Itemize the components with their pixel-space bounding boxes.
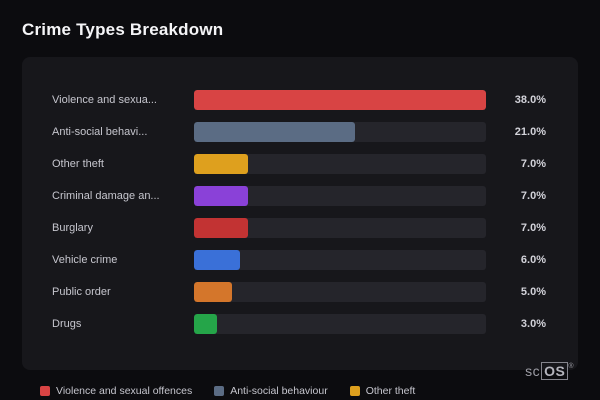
value-label: 7.0% (520, 158, 546, 170)
bar[interactable] (194, 186, 248, 206)
value-label: 38.0% (514, 94, 546, 106)
bar-track (194, 282, 486, 302)
category-label: Other theft (52, 158, 104, 170)
bar-track (194, 218, 486, 238)
brand-prefix: sc (525, 363, 541, 379)
legend-swatch-icon (349, 386, 360, 396)
chart-legend: Violence and sexual offences Anti-social … (40, 385, 415, 397)
bar[interactable] (194, 282, 233, 302)
chart-row: Criminal damage an... 7.0% (52, 180, 546, 212)
legend-label: Violence and sexual offences (56, 385, 193, 397)
bar[interactable] (194, 250, 241, 270)
legend-swatch-icon (214, 386, 225, 396)
value-label: 7.0% (520, 190, 546, 202)
category-label: Burglary (52, 222, 93, 234)
category-label: Criminal damage an... (52, 190, 160, 202)
chart-card: Violence and sexua... 38.0% Anti-social be… (22, 57, 578, 370)
chart-row: Vehicle crime 6.0% (52, 244, 546, 276)
legend-label: Anti-social behaviour (230, 385, 328, 397)
bar-track (194, 122, 486, 142)
category-label: Drugs (52, 318, 82, 330)
bar[interactable] (194, 122, 356, 142)
value-label: 21.0% (514, 126, 546, 138)
bar[interactable] (194, 218, 248, 238)
category-label: Public order (52, 286, 111, 298)
bar-track (194, 314, 486, 334)
chart-row: Burglary 7.0% (52, 212, 546, 244)
bar[interactable] (194, 314, 218, 334)
legend-swatch-icon (40, 386, 50, 396)
legend-label: Other theft (365, 385, 416, 397)
chart-row: Public order 5.0% (52, 276, 546, 308)
bar-track (194, 250, 486, 270)
chart-row: Violence and sexua... 38.0% (52, 84, 546, 116)
legend-item[interactable]: Violence and sexual offences (40, 385, 192, 397)
brand-suffix: OS (541, 362, 569, 380)
value-label: 5.0% (520, 286, 546, 298)
bar[interactable] (194, 90, 486, 110)
category-label: Vehicle crime (52, 254, 118, 266)
value-label: 3.0% (520, 318, 546, 330)
category-label: Anti-social behavi... (52, 126, 148, 138)
value-label: 7.0% (520, 222, 546, 234)
registered-trademark-icon: ® (568, 363, 574, 370)
legend-item[interactable]: Other theft (349, 385, 416, 397)
chart-row: Other theft 7.0% (52, 148, 546, 180)
brand-logo: sc OS ® (525, 362, 574, 380)
bar-track (194, 186, 486, 206)
category-label: Violence and sexua... (52, 94, 157, 106)
bar-chart: Violence and sexua... 38.0% Anti-social be… (52, 84, 546, 340)
bar-track (194, 90, 486, 110)
bar[interactable] (194, 154, 248, 174)
legend-item[interactable]: Anti-social behaviour (214, 385, 328, 397)
page-title: Crime Types Breakdown (22, 20, 224, 39)
bar-track (194, 154, 486, 174)
value-label: 6.0% (520, 254, 546, 266)
chart-row: Drugs 3.0% (52, 308, 546, 340)
chart-row: Anti-social behavi... 21.0% (52, 116, 546, 148)
